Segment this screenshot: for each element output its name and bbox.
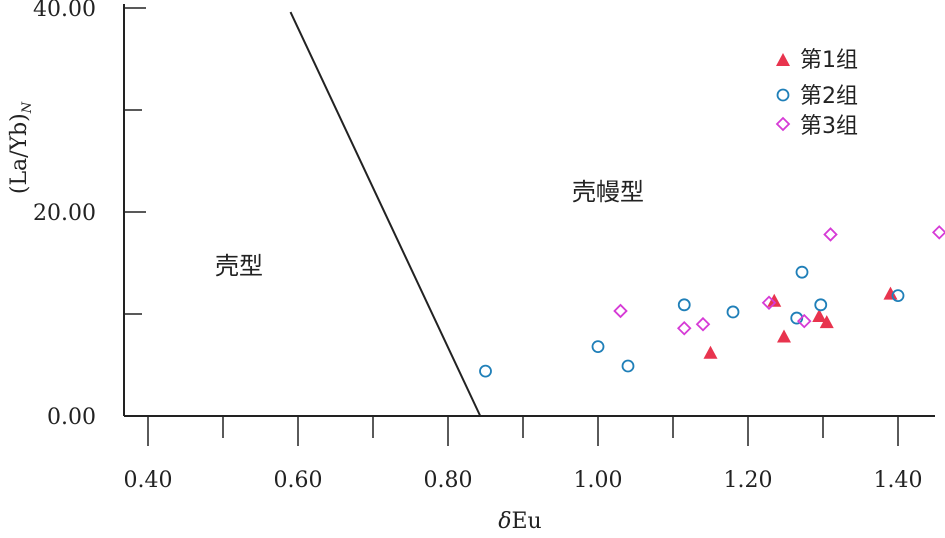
point-series-3: [695, 316, 711, 332]
point-series-1: [777, 329, 791, 343]
y-tick-label: 0.00: [47, 405, 96, 430]
x-tick-label: 0.60: [274, 468, 323, 493]
x-axis-title: δEu: [498, 509, 541, 533]
x-tick-label: 0.40: [124, 468, 173, 493]
point-series-1: [767, 293, 782, 307]
point-series-1: [703, 345, 718, 359]
region-label-crust: 壳型: [215, 252, 263, 280]
point-series-2: [726, 305, 740, 319]
point-series-3: [761, 295, 777, 311]
point-series-3: [796, 313, 812, 329]
axes: 0.00 20.00 40.00 0.40 0.60 0.80 1.00 1.20 1.40 δE…: [7, 0, 935, 534]
legend-item-series-1: 第1组: [776, 48, 858, 73]
region-labels: 壳型 壳幔型: [215, 178, 644, 280]
region-label-crust-mantle: 壳幔型: [572, 178, 644, 206]
legend-circle-marker: [776, 88, 790, 102]
point-series-1: [883, 286, 898, 300]
point-series-3: [823, 227, 838, 242]
y-tick-label: 40.00: [33, 0, 96, 22]
y-axis-title: (La/Yb)N: [7, 101, 35, 194]
legend-triangle-marker: [776, 53, 790, 66]
point-series-3: [676, 321, 692, 336]
legend: 第1组 第2组 第3组: [775, 48, 858, 139]
y-tick-label: 20.00: [33, 201, 96, 226]
point-series-3: [931, 225, 945, 240]
x-tick-label: 1.40: [874, 468, 923, 493]
point-series-2: [891, 289, 905, 303]
point-series-2: [795, 265, 809, 279]
x-tick-label: 1.00: [574, 468, 623, 493]
boundary-line: [289, 11, 482, 417]
point-series-2: [814, 298, 828, 312]
point-series-2: [479, 364, 492, 378]
point-series-1: [819, 315, 834, 329]
point-series-2: [621, 359, 635, 373]
boundary-segment: [289, 11, 482, 417]
legend-item-series-3: 第3组: [775, 114, 858, 139]
x-tick-label: 0.80: [424, 468, 473, 493]
point-series-2: [591, 340, 605, 354]
data-points: [479, 225, 945, 378]
legend-diamond-marker: [775, 116, 791, 132]
legend-item-series-2: 第2组: [776, 84, 858, 109]
legend-label-series-2: 第2组: [800, 84, 858, 109]
x-tick-label: 1.20: [724, 468, 773, 493]
legend-label-series-1: 第1组: [800, 48, 858, 73]
point-series-3: [613, 303, 628, 319]
point-series-1: [812, 309, 827, 323]
point-series-2: [677, 298, 691, 312]
legend-label-series-3: 第3组: [800, 114, 858, 139]
